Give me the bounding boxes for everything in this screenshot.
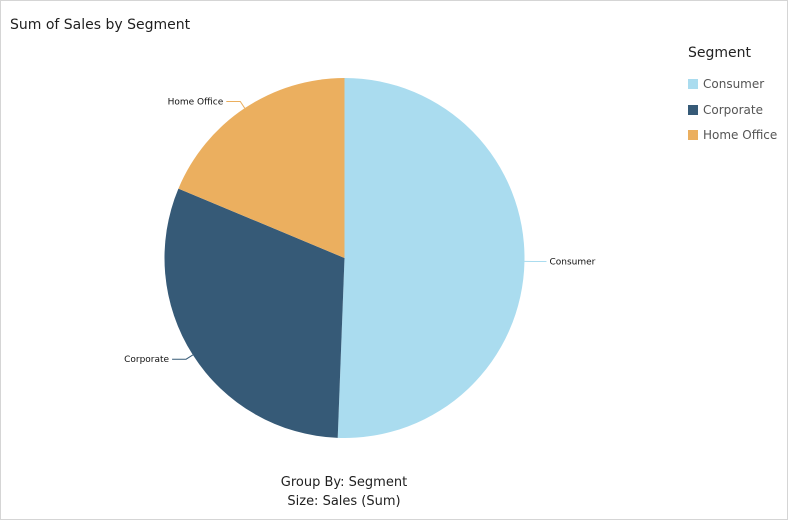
chart-title: Sum of Sales by Segment (10, 17, 191, 33)
legend-item-home-office[interactable]: Home Office (688, 128, 786, 142)
leader-line-corporate (172, 354, 194, 360)
legend-item-consumer[interactable]: Consumer (688, 77, 786, 91)
pie-slice-home-office[interactable] (178, 78, 345, 258)
legend-label-home-office: Home Office (703, 128, 778, 142)
leader-line-home-office (226, 101, 246, 109)
legend-item-corporate[interactable]: Corporate (688, 103, 786, 117)
legend: Segment Consumer Corporate Home Office (688, 45, 786, 154)
footer-group-by: Group By: Segment (280, 475, 408, 490)
pie-chart: Consumer Corporate Home Office (124, 78, 596, 438)
legend-label-consumer: Consumer (703, 77, 765, 91)
pie-slice-corporate[interactable] (164, 188, 345, 438)
legend-label-corporate: Corporate (703, 102, 763, 117)
pie-slice-consumer[interactable] (337, 78, 525, 438)
chart-footer: Group By: Segment Size: Sales (Sum) (1, 473, 687, 511)
footer-size: Size: Sales (Sum) (287, 494, 401, 509)
legend-swatch-corporate (688, 104, 698, 115)
legend-title: Segment (688, 45, 751, 61)
slice-label-consumer: Consumer (549, 258, 595, 268)
slice-label-corporate: Corporate (124, 355, 169, 365)
slice-label-home-office: Home Office (168, 98, 224, 108)
legend-swatch-home-office (688, 130, 698, 140)
legend-swatch-consumer (688, 79, 698, 89)
